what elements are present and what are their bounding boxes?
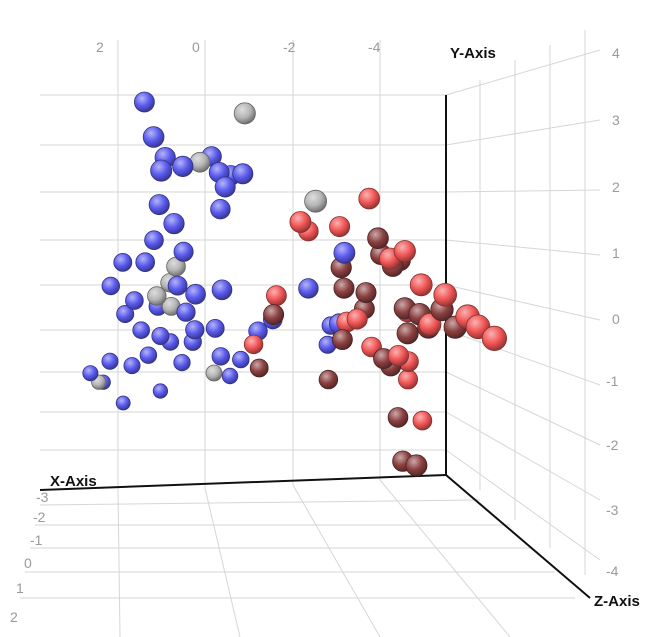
data-point[interactable] [211,347,231,366]
data-point[interactable] [298,278,319,299]
data-point[interactable] [397,369,418,390]
z-axis-line [445,474,591,599]
y-tick-label: 3 [612,112,620,128]
data-point[interactable] [173,353,191,372]
data-point[interactable] [367,227,389,250]
data-point[interactable] [355,282,377,304]
data-point[interactable] [396,322,419,345]
data-point[interactable] [249,358,269,378]
data-point[interactable] [289,211,312,233]
y-tick-label: 2 [612,179,620,195]
data-point[interactable] [358,187,381,210]
data-point[interactable] [132,321,151,340]
x-tick-label: -4 [368,39,381,55]
data-point[interactable] [433,282,458,307]
x-axis-line [39,474,447,491]
data-point[interactable] [116,304,135,323]
data-point[interactable] [214,176,236,198]
data-point[interactable] [123,357,141,375]
data-point[interactable] [304,189,328,213]
y-tick-label: 0 [612,311,620,327]
x-axis-title: X-Axis [50,473,97,490]
data-point[interactable] [346,308,368,330]
data-point[interactable] [233,102,256,125]
data-point[interactable] [115,395,131,411]
data-point[interactable] [263,304,285,326]
data-point[interactable] [205,364,223,382]
data-point[interactable] [185,283,206,305]
data-point[interactable] [173,241,194,262]
data-point[interactable] [331,329,353,351]
y-tick-label: 4 [612,45,620,61]
data-point[interactable] [101,352,119,370]
data-point[interactable] [393,240,416,263]
grid [20,30,601,637]
data-point[interactable] [318,369,339,390]
z-axis-title: Z-Axis [594,593,640,610]
data-point[interactable] [139,346,158,364]
data-point[interactable] [412,410,433,431]
y-tick-label: -2 [606,437,619,453]
data-point[interactable] [125,291,144,310]
data-point[interactable] [150,159,173,182]
data-point[interactable] [82,365,99,382]
data-point[interactable] [405,454,428,477]
x-tick-label: 2 [96,39,104,55]
y-tick-label: -1 [606,373,619,389]
data-point[interactable] [163,213,185,235]
data-point[interactable] [144,230,164,251]
data-point[interactable] [243,334,264,355]
tick-labels: 2 0 -2 -4 4 3 2 1 0 -1 -2 -3 -4 -3 -2 -1… [10,39,620,625]
data-point[interactable] [333,277,355,299]
data-point[interactable] [232,350,250,369]
data-point[interactable] [101,276,121,296]
data-point[interactable] [221,367,239,385]
data-point[interactable] [148,194,170,216]
data-point[interactable] [135,252,156,273]
data-point[interactable] [152,383,168,399]
data-point[interactable] [185,320,205,340]
data-point[interactable] [210,198,231,220]
data-point[interactable] [265,285,287,307]
z-tick-label: 1 [16,580,24,596]
data-points [82,91,507,477]
data-point[interactable] [142,126,165,148]
data-point[interactable] [189,151,211,173]
data-point[interactable] [387,407,409,428]
data-point[interactable] [205,318,225,338]
z-tick-label: -3 [36,489,49,505]
data-point[interactable] [387,344,409,367]
data-point[interactable] [147,286,167,306]
z-tick-label: -1 [30,532,43,548]
data-point[interactable] [329,216,351,238]
y-tick-label: -3 [606,502,619,518]
y-axis-title: Y-Axis [450,45,496,62]
data-point[interactable] [333,241,356,264]
data-point[interactable] [151,326,170,345]
data-point[interactable] [409,273,433,297]
data-point[interactable] [113,252,133,272]
x-tick-label: -2 [283,39,296,55]
data-point[interactable] [133,91,155,113]
z-tick-label: 2 [10,609,18,625]
data-point[interactable] [167,275,188,296]
x-tick-label: 0 [192,39,200,55]
data-point[interactable] [481,325,507,351]
y-tick-label: -4 [606,563,619,579]
y-tick-label: 1 [612,245,620,261]
data-point[interactable] [232,163,254,185]
data-point[interactable] [211,279,233,301]
data-point[interactable] [176,302,196,322]
z-tick-label: -2 [33,509,46,525]
data-point[interactable] [172,155,194,177]
axis-titles: X-Axis Y-Axis Z-Axis [50,45,640,610]
z-tick-label: 0 [24,555,32,571]
